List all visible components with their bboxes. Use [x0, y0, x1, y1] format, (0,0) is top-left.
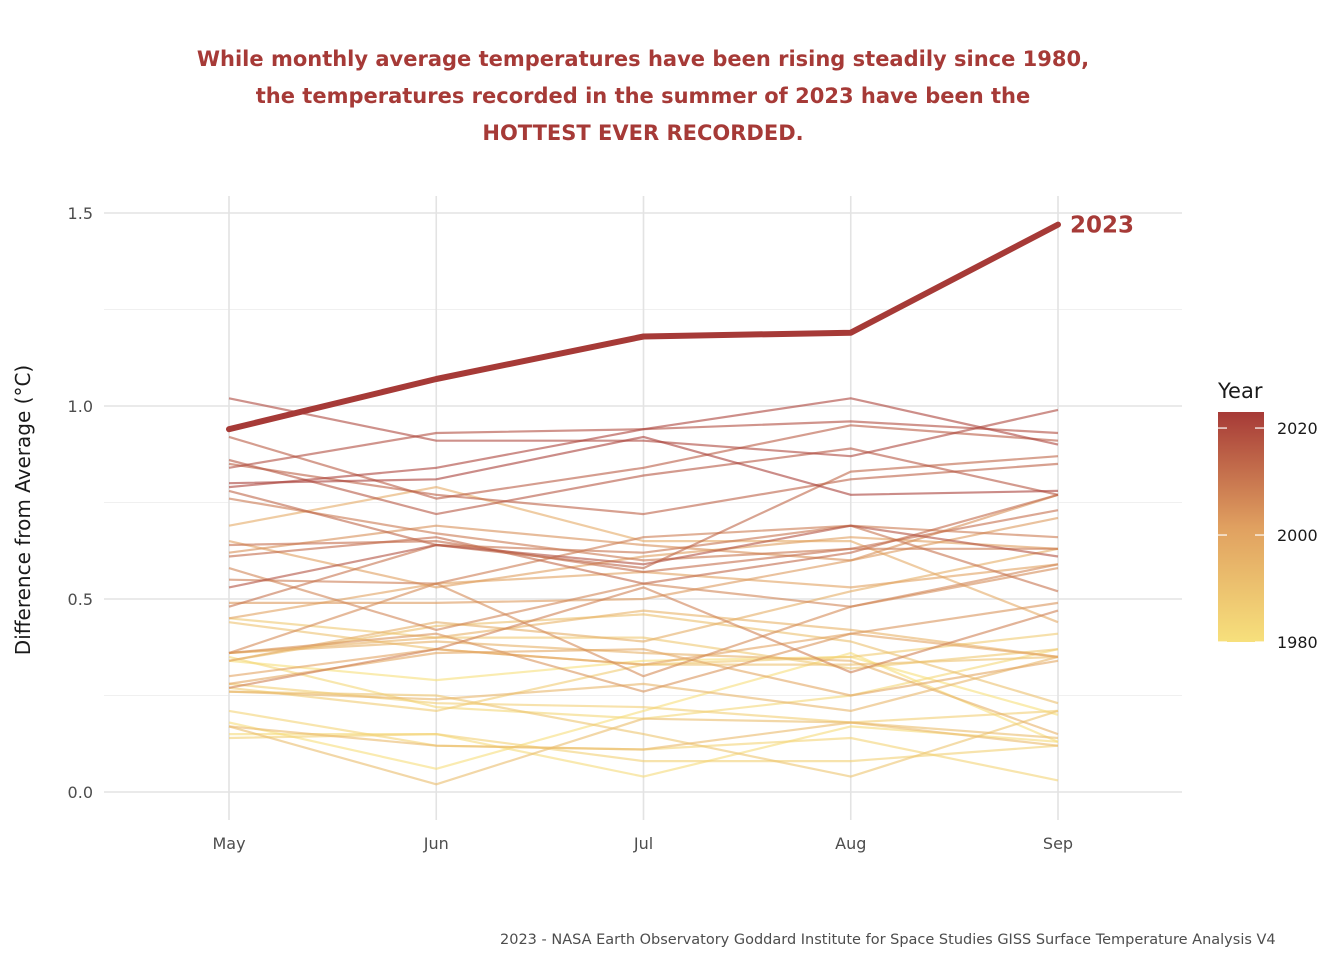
series-line-1991 — [228, 613, 1059, 705]
series-line-1981 — [228, 651, 1059, 770]
y-axis-label: Difference from Average (°C) — [11, 365, 35, 655]
legend-tick-label: 2000 — [1277, 526, 1318, 545]
series-line-2006 — [228, 567, 1059, 678]
series-line-2000 — [228, 632, 1059, 678]
series-line-2021 — [228, 397, 1059, 489]
source-caption: 2023 - NASA Earth Observatory Goddard In… — [500, 932, 1276, 948]
y-tick-label: 1.0 — [68, 397, 93, 416]
series-line-2008 — [228, 586, 1059, 689]
x-tick-label: Aug — [835, 834, 866, 853]
y-tick-label: 1.5 — [68, 204, 93, 223]
series-line-1993 — [228, 721, 1059, 751]
highlight-label-2023: 2023 — [1070, 213, 1134, 239]
chart-title-line-3: HOTTEST EVER RECORDED. — [482, 121, 803, 145]
legend-title: Year — [1217, 379, 1263, 403]
series-line-2014 — [228, 455, 1059, 570]
highlight-series: 2023 — [226, 213, 1134, 433]
series-line-2005 — [228, 493, 1059, 562]
series-line-1992 — [228, 717, 1059, 786]
plot-grid — [104, 196, 1182, 820]
legend-tick-label: 2020 — [1277, 419, 1318, 438]
series-line-1980 — [228, 655, 1059, 716]
series-line-2013 — [228, 493, 1059, 585]
series-line-2016 — [228, 424, 1059, 500]
series-line-1985 — [228, 732, 1059, 763]
series-line-2004 — [228, 601, 1059, 693]
color-legend: Year 2020 2000 1980 — [1217, 379, 1318, 652]
series-line-2015 — [228, 462, 1059, 516]
series-line-2020 — [228, 397, 1059, 458]
series-line-1997 — [228, 547, 1059, 662]
series-line-2002 — [228, 536, 1059, 589]
series-line-2009 — [228, 524, 1059, 585]
x-tick-label: Jun — [423, 834, 449, 853]
x-tick-label: Jul — [633, 834, 653, 853]
series-line-2023 — [226, 221, 1061, 433]
x-tick-label: Sep — [1043, 834, 1073, 853]
x-axis-ticks: May Jun Jul Aug Sep — [212, 834, 1073, 853]
series-line-2003 — [229, 516, 1059, 605]
y-axis-ticks: 0.0 0.5 1.0 1.5 — [68, 204, 93, 802]
series-line-1995 — [228, 609, 1059, 658]
series-line-2010 — [228, 497, 1058, 562]
chart-title-line-1: While monthly average temperatures have … — [197, 47, 1089, 71]
legend-ticks: 2020 2000 1980 — [1218, 419, 1318, 652]
legend-colorbar — [1218, 412, 1264, 642]
series-line-1996 — [228, 640, 1059, 736]
series-line-1994 — [228, 655, 1059, 713]
series-line-1989 — [228, 690, 1059, 778]
series-line-2018 — [228, 524, 1059, 589]
series-line-1998 — [228, 486, 1059, 624]
series-line-1999 — [228, 648, 1059, 697]
chart-title: While monthly average temperatures have … — [197, 47, 1089, 145]
series-line-2011 — [228, 524, 1059, 608]
x-tick-label: May — [212, 834, 245, 853]
y-tick-label: 0.5 — [68, 590, 93, 609]
series-line-2017 — [228, 447, 1059, 516]
chart-title-line-2: the temperatures recorded in the summer … — [256, 84, 1031, 108]
y-tick-label: 0.0 — [68, 783, 93, 802]
series-line-2022 — [228, 435, 1059, 496]
series-lines — [228, 397, 1059, 786]
legend-tick-label: 1980 — [1277, 633, 1318, 652]
